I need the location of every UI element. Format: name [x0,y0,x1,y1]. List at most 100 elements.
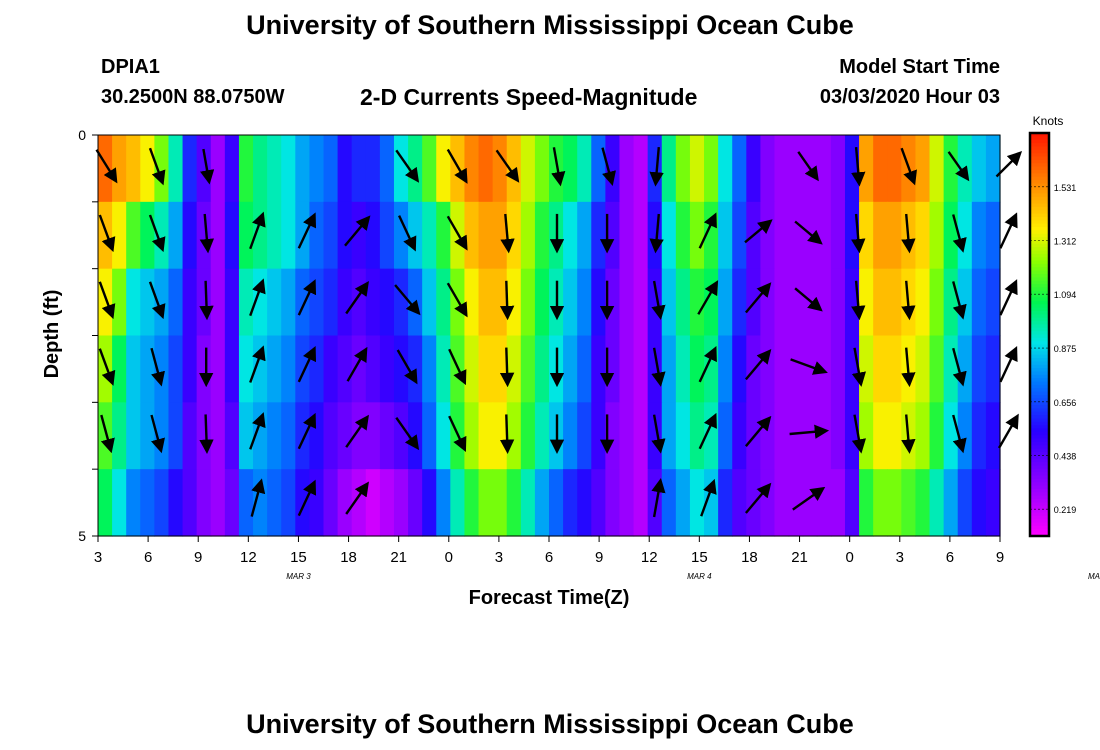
heatmap-cell [337,335,353,403]
heatmap-cell [591,135,606,203]
current-vector [448,415,467,452]
colorbar-band [1030,472,1049,477]
current-vector [952,414,967,454]
colorbar-band [1030,223,1049,228]
x-tick-label: 6 [144,549,152,566]
heatmap-cell [379,469,395,537]
heatmap-cell [224,268,240,337]
colorbar-band [1030,384,1049,389]
colorbar-band [1030,263,1049,268]
heatmap-cell [549,469,564,537]
heatmap-cell [549,135,564,203]
heatmap-cell [422,402,437,470]
colorbar-band [1030,324,1049,329]
heatmap-cell [675,201,691,270]
heatmap-cell [689,201,705,270]
heatmap-cell [859,469,874,537]
heatmap-cell [718,402,733,470]
colorbar-tick-label: 0.656 [1054,398,1077,408]
x-tick-label: 12 [641,549,658,566]
heatmap-cell [619,402,635,470]
colorbar-band [1030,401,1049,406]
colorbar-band [1030,139,1049,144]
colorbar-band [1030,408,1049,413]
heatmap-cell [534,402,550,470]
heatmap-cell [224,135,240,203]
heatmap-cell [774,402,790,470]
current-vector [396,349,418,385]
colorbar-band [1030,418,1049,423]
y-tick-label: 5 [78,528,86,544]
colorbar-band [1030,347,1049,352]
colorbar-band [1030,287,1049,292]
colorbar-band [1030,240,1049,245]
speed-heatmap [98,135,1001,537]
heatmap-cell [732,335,747,403]
heatmap-cell [661,135,677,203]
date-label: MAR 5 [1088,572,1100,581]
heatmap-cell [379,335,395,403]
heatmap-cell [337,135,353,203]
heatmap-cell [210,135,226,203]
heatmap-cell [337,201,353,270]
heatmap-cell [98,135,113,203]
heatmap-cell [718,469,733,537]
heatmap-cell [929,335,945,403]
heatmap-cell [112,135,127,203]
heatmap-cell [985,268,1001,337]
colorbar-band [1030,391,1049,396]
current-vector [797,151,819,182]
current-vector [297,479,317,517]
heatmap-cell [520,201,536,270]
heatmap-cell [915,135,931,203]
heatmap-cell [478,402,494,470]
colorbar-band [1030,290,1049,295]
current-vector [698,412,717,450]
heatmap-cell [492,469,508,537]
colorbar-band [1030,509,1049,514]
heatmap-cell [238,469,254,537]
x-tick-label: 3 [896,549,904,566]
current-vector [394,284,421,316]
heatmap-cell [520,469,536,537]
heatmap-cell [464,402,480,470]
colorbar-band [1030,515,1049,520]
heatmap-cell [985,469,1001,537]
heatmap-cell [393,135,409,203]
heatmap-cell [309,268,325,337]
heatmap-cell [408,201,423,270]
heatmap-cell [859,335,874,403]
current-vector [997,413,1019,449]
colorbar-band [1030,304,1049,309]
heatmap-cell [337,402,353,470]
heatmap-cell [788,135,804,203]
colorbar-band [1030,203,1049,208]
heatmap-cell [295,402,310,470]
heatmap-cell [830,469,846,537]
heatmap-cell [140,268,155,337]
x-tick-label: 3 [94,549,102,566]
heatmap-cell [971,135,987,203]
current-vector [297,412,317,450]
colorbar-band [1030,213,1049,218]
heatmap-cell [182,402,198,470]
colorbar-band [1030,227,1049,231]
heatmap-cell [689,268,705,337]
heatmap-cell [647,402,663,470]
current-vector [649,213,664,254]
current-vector [345,481,369,515]
x-tick-label: 15 [290,549,307,566]
current-vector [346,346,368,382]
colorbar-band [1030,193,1049,198]
colorbar-band [1030,166,1049,171]
heatmap-cell [675,135,691,203]
heatmap-cell [154,469,170,537]
colorbar-band [1030,519,1049,524]
heatmap-cell [224,335,240,403]
current-vector [345,281,369,315]
heatmap-cell [323,268,339,337]
heatmap-cell [98,268,113,337]
heatmap-cell [661,402,677,470]
current-vector [999,346,1018,383]
